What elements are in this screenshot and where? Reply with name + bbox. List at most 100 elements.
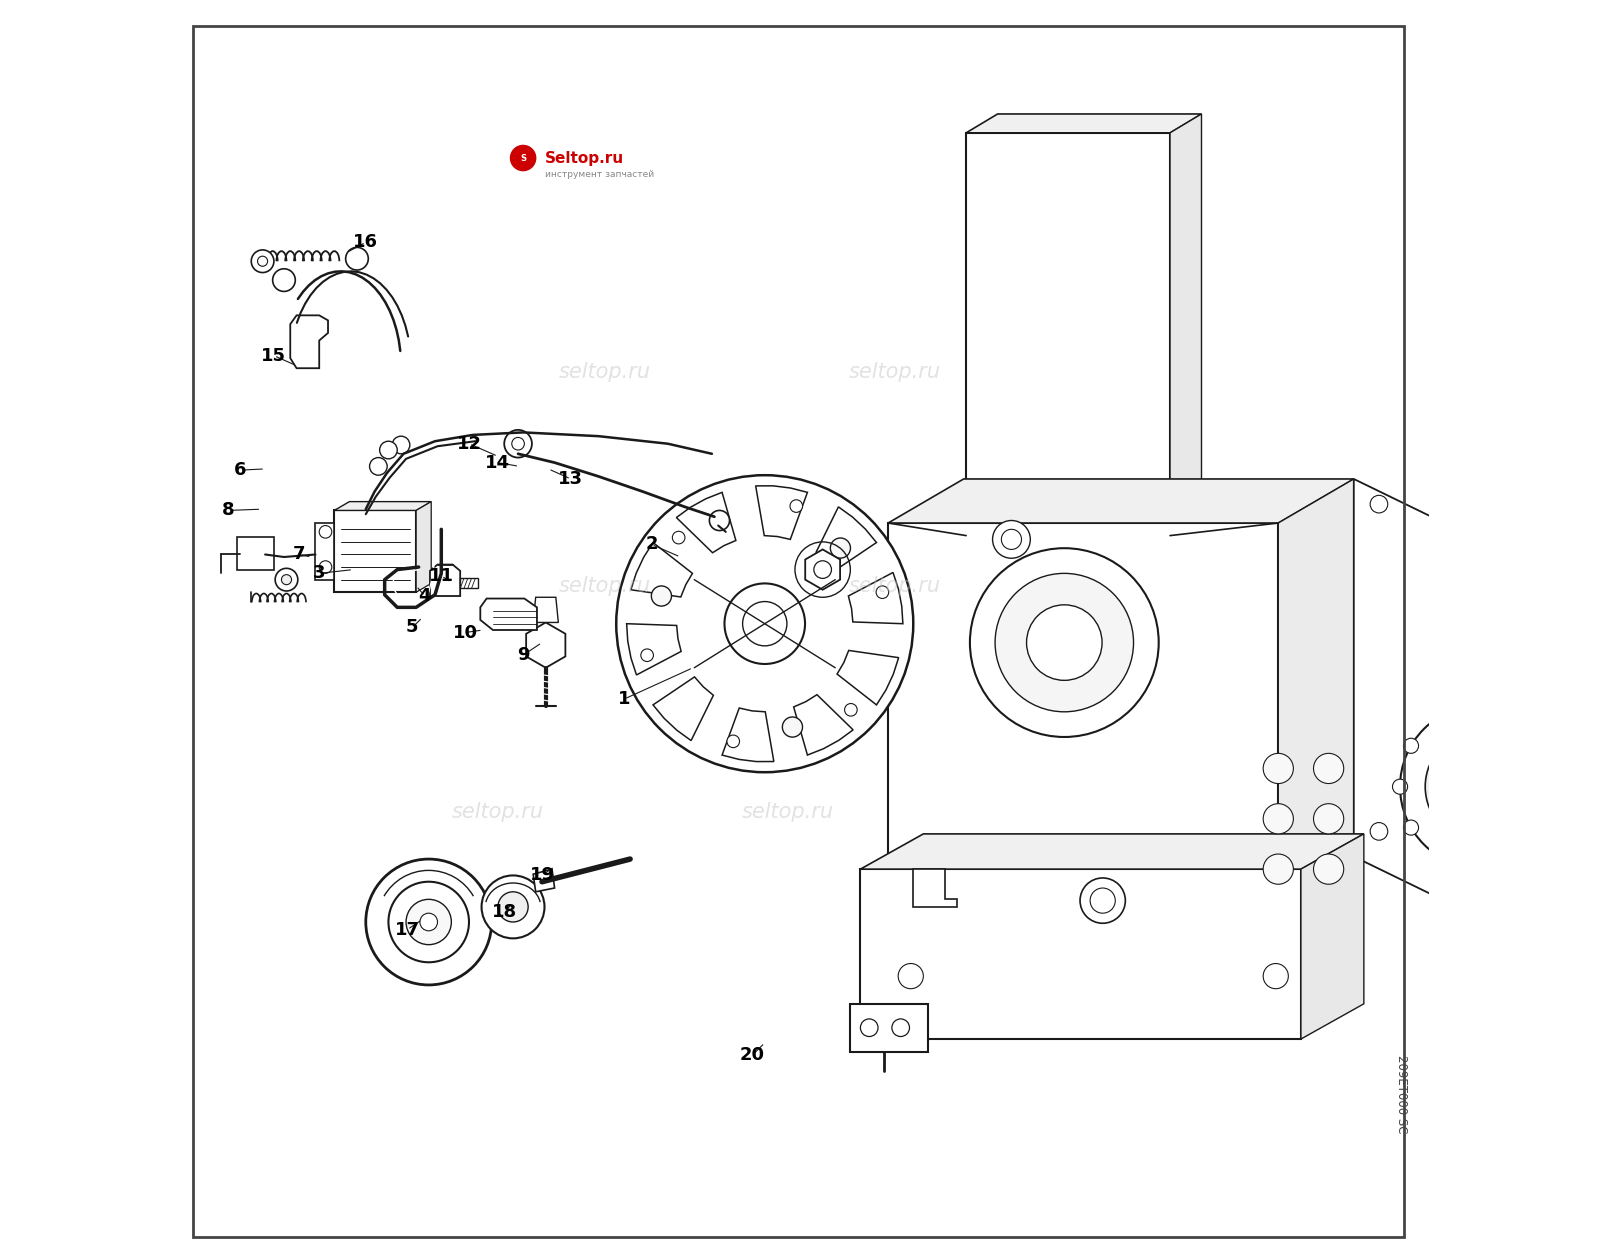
Polygon shape: [861, 834, 1363, 869]
Polygon shape: [970, 262, 1139, 282]
Polygon shape: [848, 572, 902, 624]
Polygon shape: [970, 333, 1146, 353]
Circle shape: [1515, 708, 1530, 723]
Circle shape: [891, 1019, 909, 1037]
Circle shape: [1557, 779, 1571, 794]
Circle shape: [346, 247, 368, 270]
Circle shape: [1262, 854, 1293, 885]
Text: 20: 20: [739, 1046, 765, 1065]
Polygon shape: [970, 389, 1178, 403]
Polygon shape: [627, 624, 682, 675]
Polygon shape: [861, 869, 1301, 1040]
Circle shape: [1426, 730, 1539, 843]
Circle shape: [1541, 609, 1558, 626]
Polygon shape: [461, 578, 478, 588]
Circle shape: [504, 430, 531, 457]
Circle shape: [725, 583, 805, 664]
Polygon shape: [966, 113, 1202, 132]
Polygon shape: [970, 403, 1154, 423]
Polygon shape: [970, 192, 1131, 212]
Polygon shape: [970, 354, 1173, 368]
Polygon shape: [630, 543, 693, 597]
Polygon shape: [837, 650, 899, 704]
Circle shape: [1454, 759, 1509, 814]
Circle shape: [1435, 756, 1456, 776]
Circle shape: [827, 554, 864, 592]
Polygon shape: [334, 501, 432, 510]
Circle shape: [830, 538, 851, 558]
Circle shape: [1546, 738, 1560, 753]
Circle shape: [275, 568, 298, 591]
Circle shape: [370, 457, 387, 475]
Text: 5: 5: [406, 619, 419, 636]
Circle shape: [1002, 529, 1021, 549]
Circle shape: [1541, 936, 1558, 954]
Polygon shape: [816, 507, 877, 571]
Polygon shape: [1150, 354, 1173, 388]
Polygon shape: [722, 708, 774, 761]
Circle shape: [1400, 704, 1563, 868]
Circle shape: [992, 520, 1030, 558]
Circle shape: [1314, 753, 1344, 784]
Circle shape: [790, 500, 803, 513]
Circle shape: [672, 532, 685, 544]
Text: 3: 3: [314, 564, 325, 582]
Polygon shape: [970, 423, 1182, 438]
Polygon shape: [1128, 146, 1142, 176]
Text: 14: 14: [485, 454, 510, 471]
Polygon shape: [888, 523, 1278, 901]
Polygon shape: [1154, 389, 1178, 423]
Circle shape: [419, 914, 437, 931]
Circle shape: [726, 735, 739, 747]
Polygon shape: [850, 1004, 928, 1052]
Circle shape: [782, 717, 803, 737]
Circle shape: [1546, 820, 1560, 835]
Polygon shape: [856, 1008, 920, 1027]
Polygon shape: [970, 146, 1142, 156]
Polygon shape: [970, 368, 1150, 388]
Text: seltop.ru: seltop.ru: [451, 803, 544, 823]
Circle shape: [1314, 804, 1344, 834]
Circle shape: [282, 575, 291, 585]
Text: 6: 6: [234, 461, 246, 479]
Circle shape: [845, 703, 858, 716]
Text: 4: 4: [419, 587, 430, 605]
Text: 16: 16: [354, 233, 378, 251]
Circle shape: [379, 441, 397, 459]
Circle shape: [1262, 964, 1288, 989]
Polygon shape: [888, 479, 1354, 523]
Text: seltop.ru: seltop.ru: [848, 362, 941, 382]
Circle shape: [861, 1019, 878, 1037]
Circle shape: [1472, 818, 1491, 838]
Polygon shape: [970, 215, 1152, 227]
Polygon shape: [334, 510, 416, 592]
Text: 8: 8: [222, 501, 235, 519]
Circle shape: [709, 510, 730, 530]
Circle shape: [877, 586, 888, 598]
Polygon shape: [1162, 459, 1187, 494]
Circle shape: [1314, 854, 1344, 885]
Text: инструмент запчастей: инструмент запчастей: [544, 170, 654, 179]
Circle shape: [366, 859, 491, 985]
Circle shape: [1392, 779, 1408, 794]
Text: 19: 19: [530, 867, 555, 885]
Polygon shape: [970, 297, 1142, 318]
Circle shape: [406, 900, 451, 945]
Polygon shape: [533, 869, 555, 892]
Polygon shape: [970, 285, 1163, 297]
Text: seltop.ru: seltop.ru: [558, 362, 651, 382]
Circle shape: [1370, 495, 1387, 513]
Circle shape: [814, 561, 832, 578]
Circle shape: [251, 249, 274, 272]
Polygon shape: [755, 486, 808, 539]
Text: seltop.ru: seltop.ru: [558, 576, 651, 596]
Text: 15: 15: [261, 346, 286, 364]
Circle shape: [1434, 850, 1448, 866]
Polygon shape: [914, 869, 957, 907]
Text: 11: 11: [429, 567, 454, 585]
Circle shape: [512, 437, 525, 450]
Circle shape: [510, 145, 536, 170]
Polygon shape: [1139, 251, 1157, 282]
Circle shape: [1474, 697, 1490, 712]
Circle shape: [1027, 605, 1102, 680]
